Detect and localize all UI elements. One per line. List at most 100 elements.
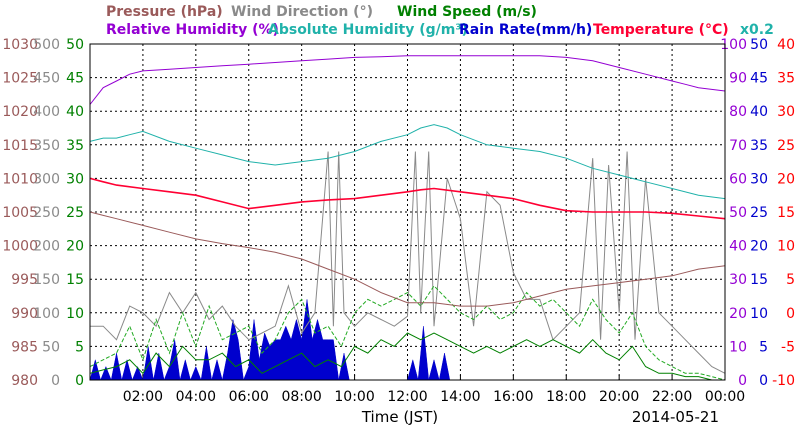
tick-label-pressure: 985 [11,339,38,355]
date-label: 2014-05-21 [632,408,719,426]
tick-label-wind-dir: 200 [33,239,60,255]
legend-rain-rate: Rain Rate(mm/h) [459,22,592,38]
tick-label-pressure: 1000 [2,239,38,255]
x-tick-label: 12:00 [387,389,427,405]
tick-label-wind-speed: 10 [66,306,84,322]
tick-label-rain: 45 [750,71,768,87]
x-tick-label: 10:00 [334,389,374,405]
tick-label-wind-speed: 0 [75,373,84,389]
tick-label-wind-dir: 50 [42,339,60,355]
tick-label-rain: 40 [750,104,768,120]
x-tick-label: 06:00 [229,389,269,405]
legend-absolute-humidity: Absolute Humidity (g/m³) [268,22,468,38]
tick-label-pressure: 995 [11,272,38,288]
tick-label-rel-hum: 90 [729,71,747,87]
plot-frame [89,43,726,381]
x-tick-label: 08:00 [281,389,321,405]
grid [90,44,725,380]
series-line-rel-hum [89,55,726,105]
tick-label-rel-hum: 100 [720,37,747,53]
tick-label-rain: 30 [750,171,768,187]
tick-label-wind-dir: 100 [33,306,60,322]
tick-label-wind-dir: 150 [33,272,60,288]
tick-label-rel-hum: 10 [729,339,747,355]
tick-label-temp: 40 [777,37,795,53]
x-tick-label: 14:00 [440,389,480,405]
x-tick-label: 22:00 [652,389,692,405]
tick-label-pressure: 980 [11,373,38,389]
legend-temperature: Temperature (°C) [593,22,729,38]
tick-label-rel-hum: 30 [729,272,747,288]
x-tick-label: 00:00 [705,389,745,405]
tick-label-wind-dir: 450 [33,71,60,87]
legend-relative-humidity: Relative Humidity (%) [106,22,279,38]
tick-label-wind-dir: 350 [33,138,60,154]
tick-label-temp: 10 [777,239,795,255]
tick-label-rain: 0 [759,373,768,389]
tick-label-wind-speed: 20 [66,239,84,255]
tick-label-temp: 35 [777,71,795,87]
tick-label-rel-hum: 70 [729,138,747,154]
x-tick-label: 18:00 [546,389,586,405]
x-tick-label: 16:00 [493,389,533,405]
tick-label-temp: 5 [786,272,795,288]
series-line-temp [89,177,726,220]
legend-wind-speed: Wind Speed (m/s) [397,4,537,20]
tick-label-temp: 30 [777,104,795,120]
tick-label-rain: 20 [750,239,768,255]
tick-label-rain: 15 [750,272,768,288]
tick-label-rel-hum: 80 [729,104,747,120]
tick-label-wind-dir: 250 [33,205,60,221]
legend-wind-direction: Wind Direction (°) [231,4,373,20]
tick-label-rel-hum: 20 [729,306,747,322]
tick-label-temp: 25 [777,138,795,154]
tick-label-rain: 35 [750,138,768,154]
tick-label-temp: -10 [772,373,795,389]
tick-label-temp: -5 [781,339,795,355]
tick-label-wind-dir: 0 [51,373,60,389]
series-line-wind-speed-gust [89,285,726,381]
tick-label-pressure: 1010 [2,171,38,187]
axes: 9809859909951000100510101015102010251030… [2,37,795,405]
tick-label-rain: 10 [750,306,768,322]
series-rain-area [89,299,725,381]
tick-label-wind-speed: 35 [66,138,84,154]
tick-label-wind-speed: 40 [66,104,84,120]
tick-label-rel-hum: 50 [729,205,747,221]
tick-label-pressure: 1020 [2,104,38,120]
series-line-abs-hum [89,124,726,200]
series-line-wind-dir [90,151,726,374]
tick-label-temp: 15 [777,205,795,221]
tick-label-pressure: 1030 [2,37,38,53]
series [89,55,726,381]
tick-label-rel-hum: 60 [729,171,747,187]
tick-label-wind-dir: 500 [33,37,60,53]
tick-label-pressure: 990 [11,306,38,322]
tick-label-wind-speed: 50 [66,37,84,53]
tick-label-wind-speed: 25 [66,205,84,221]
tick-label-temp: 0 [786,306,795,322]
x-tick-label: 02:00 [123,389,163,405]
tick-label-temp: 20 [777,171,795,187]
tick-label-rain: 5 [759,339,768,355]
tick-label-wind-speed: 15 [66,272,84,288]
x-tick-label: 20:00 [599,389,639,405]
tick-label-wind-speed: 30 [66,171,84,187]
x-tick-label: 04:00 [176,389,216,405]
legend-pressure: Pressure (hPa) [106,4,223,20]
tick-label-pressure: 1015 [2,138,38,154]
tick-label-pressure: 1025 [2,71,38,87]
series-line-pressure [89,211,726,307]
series-line-wind-speed [89,332,725,381]
tick-label-rain: 50 [750,37,768,53]
tick-label-wind-dir: 300 [33,171,60,187]
legend-rain-scale-note: x0.2 [740,22,774,38]
tick-label-wind-speed: 5 [75,339,84,355]
tick-label-rel-hum: 0 [738,373,747,389]
x-axis-label: Time (JST) [361,408,438,426]
tick-label-rain: 25 [750,205,768,221]
tick-label-wind-speed: 45 [66,71,84,87]
